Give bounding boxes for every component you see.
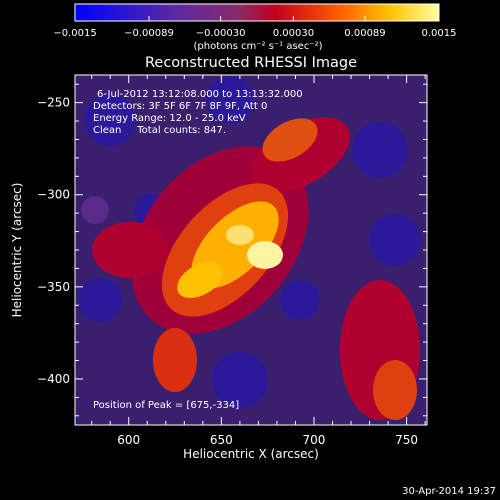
colorbar-tick-label: 0.00030 (273, 28, 314, 39)
heatmap-blob (92, 222, 168, 278)
annotation-time: 6-Jul-2012 13:12:08.000 to 13:13:32.000 (97, 89, 303, 100)
heatmap-blob (369, 214, 421, 266)
heatmap-blob (206, 76, 254, 124)
y-tick-label: −300 (37, 188, 70, 202)
heatmap-blob (262, 118, 318, 162)
annotation-peak: Position of Peak = [675,-334] (93, 400, 239, 411)
heatmap-peak (247, 241, 283, 269)
colorbar-tick-label: 0.00089 (344, 28, 385, 39)
heatmap-blob (373, 360, 417, 420)
colorbar-tick-label: −0.0015 (53, 28, 96, 39)
plot-area: 600 650 700 750 −250 −300 −350 −400 (37, 74, 428, 447)
axis-ticks: 600 650 700 750 −250 −300 −350 −400 (37, 75, 427, 447)
x-tick-label: 700 (303, 433, 326, 447)
heatmap-blob (212, 352, 268, 408)
colorbar-ticks: −0.0015 −0.00089 −0.00030 0.00030 0.00089 0.0… (53, 16, 457, 39)
heatmap-blob (84, 94, 136, 146)
x-tick-label: 600 (117, 433, 140, 447)
heatmap-blob (177, 261, 223, 299)
colorbar-gradient (74, 3, 440, 22)
heatmap-blob (280, 280, 320, 320)
heatmap-blob (81, 196, 109, 224)
x-tick-label: 650 (210, 433, 233, 447)
chart-title: Reconstructed RHESSI Image (145, 55, 357, 71)
x-tick-label: 750 (395, 433, 418, 447)
annotation-energy: Energy Range: 12.0 - 25.0 keV (93, 113, 246, 124)
heatmap-blob (226, 225, 254, 245)
heatmap-blob (78, 278, 122, 322)
colorbar-tick-label: −0.00030 (196, 28, 246, 39)
colorbar-tick-label: 0.0015 (422, 28, 457, 39)
colorbar-unit-label: (photons cm⁻² s⁻¹ asec⁻²) (193, 41, 322, 52)
y-tick-label: −350 (37, 280, 70, 294)
annotation-detectors: Detectors: 3F 5F 6F 7F 8F 9F, Att 0 (93, 101, 267, 112)
heatmap-blob (153, 328, 197, 392)
heatmap-image (78, 76, 421, 420)
y-tick-label: −400 (37, 372, 70, 386)
y-axis-label: Heliocentric Y (arcsec) (10, 183, 24, 318)
x-axis-label: Heliocentric X (arcsec) (183, 447, 319, 461)
colorbar: −0.0015 −0.00089 −0.00030 0.00030 0.00089 0.0… (53, 3, 457, 52)
annotation-clean: Clean Total counts: 847. (93, 125, 226, 136)
y-tick-label: −250 (37, 96, 70, 110)
colorbar-tick-label: −0.00089 (124, 28, 174, 39)
heatmap-blob (352, 122, 408, 178)
footer-timestamp: 30-Apr-2014 19:37 (402, 486, 496, 497)
annotations: 6-Jul-2012 13:12:08.000 to 13:13:32.000 … (93, 89, 303, 411)
